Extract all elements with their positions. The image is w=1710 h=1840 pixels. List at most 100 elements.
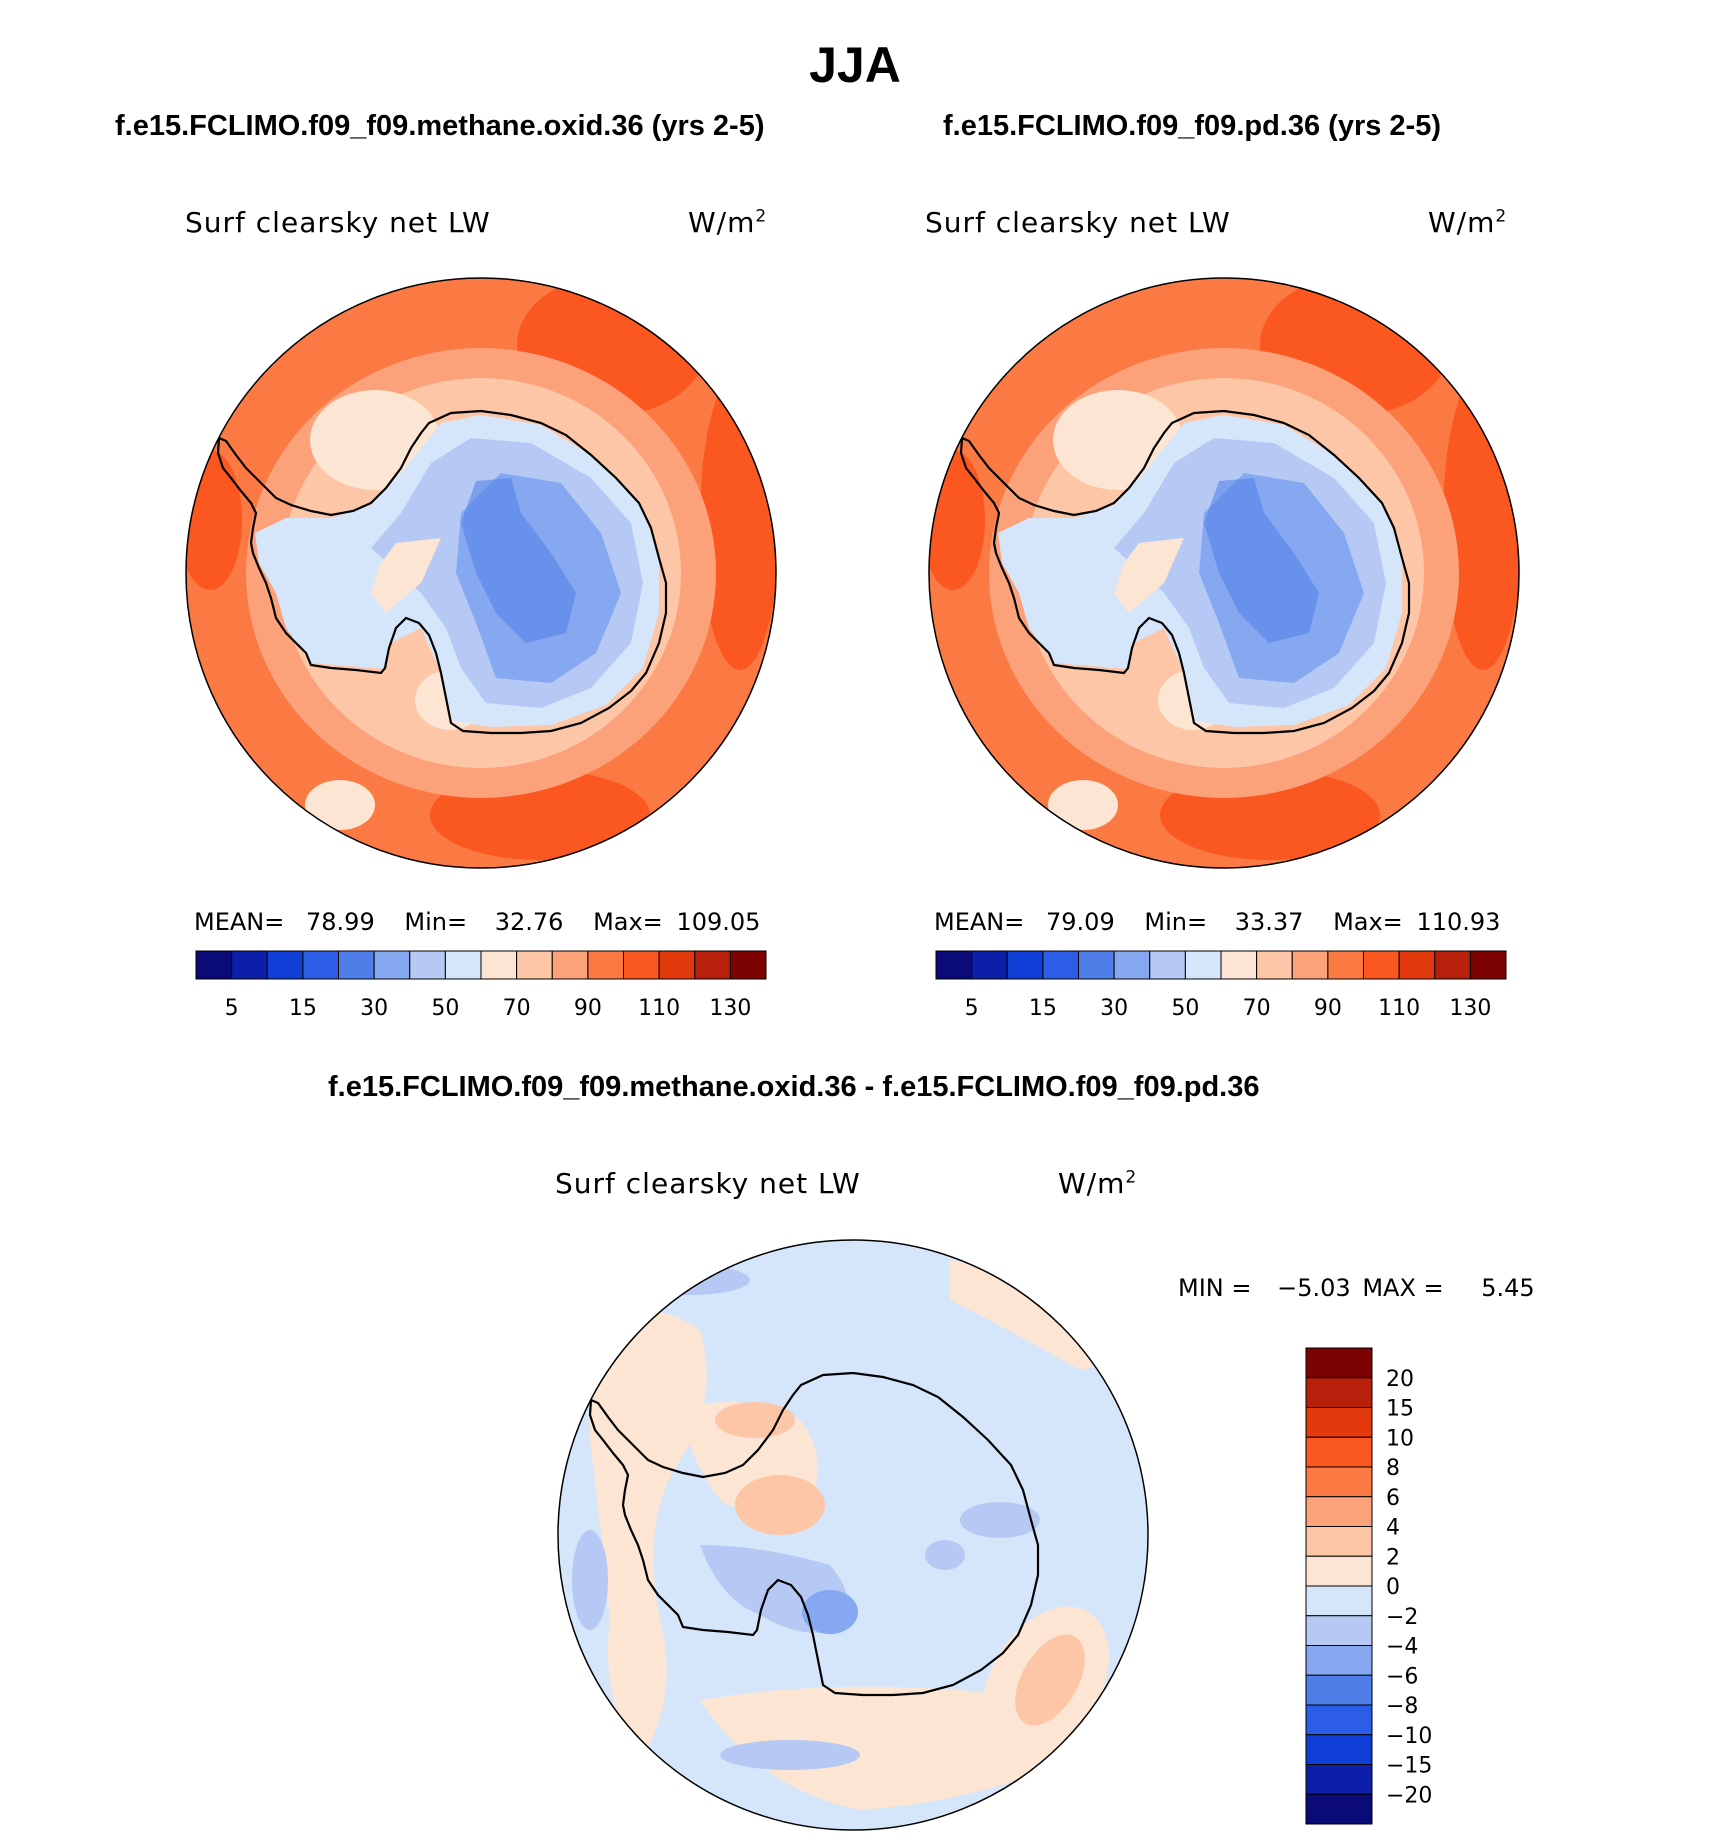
colorbar-tick-label: −10 <box>1386 1724 1432 1749</box>
colorbar-swatch <box>1363 950 1400 980</box>
colorbar-tick-label: 15 <box>289 996 317 1021</box>
colorbar-swatch <box>1078 950 1115 980</box>
colorbar-swatch <box>1305 1526 1373 1557</box>
panel-b-map <box>928 277 1520 869</box>
colorbar-swatch <box>409 950 446 980</box>
colorbar-tick-label: 70 <box>1243 996 1271 1021</box>
figure-title: JJA <box>809 37 901 93</box>
colorbar-tick-label: 110 <box>1378 996 1420 1021</box>
colorbar-swatch <box>1305 1645 1373 1676</box>
colorbar-swatch <box>729 950 767 980</box>
colorbar-tick-label: −20 <box>1386 1783 1432 1808</box>
colorbar-swatch <box>1305 1555 1373 1587</box>
colorbar-swatch <box>1006 950 1044 980</box>
units-exponent: 2 <box>1125 1167 1138 1188</box>
colorbar-swatch <box>1305 1615 1373 1646</box>
colorbar-swatch <box>1305 1674 1373 1706</box>
colorbar-tick-label: 70 <box>503 996 531 1021</box>
colorbar-swatch <box>1291 950 1329 980</box>
mean-value: 78.99 <box>306 908 375 936</box>
colorbar-swatch <box>516 950 553 980</box>
colorbar-swatch <box>1184 950 1222 980</box>
colorbar-tick-label: −6 <box>1386 1664 1418 1689</box>
colorbar-swatch <box>1327 950 1364 980</box>
colorbar-tick-label: 15 <box>1029 996 1057 1021</box>
colorbar-swatch <box>444 950 482 980</box>
colorbar-swatch <box>1305 1407 1373 1438</box>
panel-b-stats: MEAN= 79.09 Min= 33.37 Max= 110.93 <box>934 908 1500 936</box>
colorbar-swatch <box>694 950 731 980</box>
max-value: 109.05 <box>676 908 761 936</box>
colorbar-tick-label: 8 <box>1386 1456 1400 1481</box>
colorbar-swatch <box>1305 1585 1373 1617</box>
min-value: 33.37 <box>1234 908 1304 936</box>
colorbar-tick-label: −8 <box>1386 1694 1418 1719</box>
colorbar-tick-label: 0 <box>1386 1575 1400 1600</box>
max-value: 5.45 <box>1481 1274 1535 1302</box>
min-value: 32.76 <box>494 908 564 936</box>
colorbar-tick-label: −4 <box>1386 1635 1418 1660</box>
colorbar-swatch <box>302 950 339 980</box>
panel-b-case-title: f.e15.FCLIMO.f09_f09.pd.36 (yrs 2-5) <box>943 110 1441 142</box>
colorbar-swatch <box>338 950 375 980</box>
colorbar-swatch <box>231 950 268 980</box>
panel-b-variable-label: Surf clearsky net LW <box>925 206 1231 239</box>
colorbar-swatch <box>1256 950 1293 980</box>
panel-a-colorbar: 5 15 30 50 70 90 110 130 <box>195 950 767 1021</box>
colorbar-swatch <box>1305 1347 1373 1379</box>
colorbar-tick-label: 2 <box>1386 1545 1400 1570</box>
min-label: MIN = <box>1178 1274 1252 1302</box>
max-value: 110.93 <box>1416 908 1501 936</box>
diff-case-title: f.e15.FCLIMO.f09_f09.methane.oxid.36 - f… <box>328 1071 1260 1103</box>
colorbar-tick-label: 5 <box>965 996 979 1021</box>
mean-label: MEAN= <box>194 908 285 936</box>
panel-a-map <box>185 277 777 869</box>
panel-a-case-title: f.e15.FCLIMO.f09_f09.methane.oxid.36 (yr… <box>115 110 765 142</box>
colorbar-tick-label: 90 <box>1314 996 1342 1021</box>
colorbar-tick-label: 90 <box>574 996 602 1021</box>
colorbar-tick-label: 5 <box>225 996 239 1021</box>
units-text: W/m <box>1428 206 1496 239</box>
colorbar-tick-label: 30 <box>360 996 388 1021</box>
colorbar-swatch <box>1220 950 1258 980</box>
colorbar-tick-label: 50 <box>1171 996 1199 1021</box>
panel-a-units-label: W/m2 <box>688 206 767 239</box>
colorbar-swatch <box>658 950 696 980</box>
colorbar-tick-label: 6 <box>1386 1486 1400 1511</box>
colorbar-tick-label: 4 <box>1386 1516 1400 1541</box>
colorbar-tick-label: 110 <box>638 996 680 1021</box>
panel-a-stats: MEAN= 78.99 Min= 32.76 Max= 109.05 <box>194 908 760 936</box>
max-label: Max= <box>593 908 663 936</box>
diff-units-label: W/m2 <box>1058 1167 1137 1200</box>
panel-a-variable-label: Surf clearsky net LW <box>185 206 491 239</box>
colorbar-swatch <box>1305 1377 1373 1408</box>
colorbar-swatch <box>623 950 660 980</box>
panel-b-units-label: W/m2 <box>1428 206 1507 239</box>
colorbar-tick-label: 20 <box>1386 1367 1414 1392</box>
min-label: Min= <box>404 908 468 936</box>
colorbar-swatch <box>1305 1764 1373 1795</box>
colorbar-swatch <box>935 950 973 980</box>
diff-variable-label: Surf clearsky net LW <box>555 1167 861 1200</box>
mean-label: MEAN= <box>934 908 1025 936</box>
colorbar-swatch <box>1305 1704 1373 1736</box>
colorbar-tick-label: 130 <box>709 996 751 1021</box>
colorbar-swatch <box>195 950 233 980</box>
colorbar-swatch <box>971 950 1008 980</box>
diff-map <box>557 1239 1149 1831</box>
min-label: Min= <box>1144 908 1208 936</box>
colorbar-swatch <box>266 950 304 980</box>
units-text: W/m <box>1058 1167 1126 1200</box>
colorbar-swatch <box>1042 950 1079 980</box>
colorbar-swatch <box>373 950 411 980</box>
colorbar-tick-label: −2 <box>1386 1605 1418 1630</box>
colorbar-swatch <box>1305 1496 1373 1527</box>
colorbar-tick-label: 10 <box>1386 1426 1414 1451</box>
max-label: MAX = <box>1362 1274 1444 1302</box>
colorbar-tick-label: −15 <box>1386 1754 1432 1779</box>
colorbar-swatch <box>1113 950 1151 980</box>
colorbar-swatch <box>1434 950 1471 980</box>
colorbar-tick-label: 50 <box>431 996 459 1021</box>
colorbar-swatch <box>480 950 518 980</box>
